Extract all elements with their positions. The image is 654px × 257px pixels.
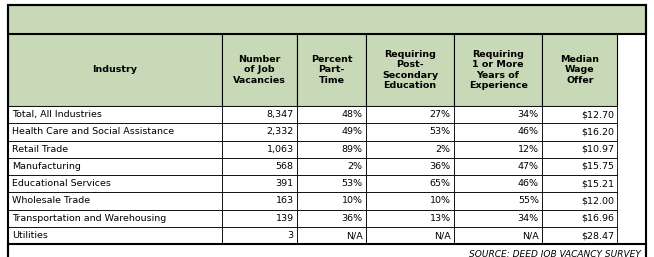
Text: 65%: 65% [430,179,451,188]
Text: Requiring
Post-
Secondary
Education: Requiring Post- Secondary Education [382,50,438,90]
Text: 13%: 13% [430,214,451,223]
Text: N/A: N/A [522,231,539,240]
Text: 8,347: 8,347 [267,110,294,119]
Text: Wholesale Trade: Wholesale Trade [12,197,90,206]
Text: 10%: 10% [430,197,451,206]
Text: $10.97: $10.97 [581,145,614,154]
Text: 3: 3 [288,231,294,240]
Text: TABLE 1. SE MINNESOTA JOB VACANCY RESULTS BY INDUSTRY, 4$^\mathbf{th}$ QTR. 2016: TABLE 1. SE MINNESOTA JOB VACANCY RESULT… [100,12,554,27]
Text: 46%: 46% [518,179,539,188]
Text: 49%: 49% [341,127,363,136]
Text: N/A: N/A [434,231,451,240]
Text: SOURCE: DEED JOB VACANCY SURVEY: SOURCE: DEED JOB VACANCY SURVEY [469,250,641,257]
Text: Median
Wage
Offer: Median Wage Offer [560,55,599,85]
Text: Transportation and Warehousing: Transportation and Warehousing [12,214,166,223]
Text: 139: 139 [275,214,294,223]
Text: 163: 163 [275,197,294,206]
Text: 53%: 53% [341,179,363,188]
Text: $15.75: $15.75 [581,162,614,171]
Text: 2%: 2% [436,145,451,154]
Text: $28.47: $28.47 [581,231,614,240]
Text: 1,063: 1,063 [267,145,294,154]
Text: 36%: 36% [430,162,451,171]
Text: 34%: 34% [518,214,539,223]
Text: Manufacturing: Manufacturing [12,162,80,171]
Text: $16.96: $16.96 [581,214,614,223]
Text: 48%: 48% [341,110,363,119]
Text: 89%: 89% [341,145,363,154]
Text: $15.21: $15.21 [581,179,614,188]
Text: Retail Trade: Retail Trade [12,145,68,154]
Text: 36%: 36% [341,214,363,223]
Text: 27%: 27% [430,110,451,119]
Text: $12.70: $12.70 [581,110,614,119]
Text: 2%: 2% [348,162,363,171]
Text: Industry: Industry [92,66,137,75]
Text: Educational Services: Educational Services [12,179,111,188]
Text: Total, All Industries: Total, All Industries [12,110,101,119]
Text: 568: 568 [276,162,294,171]
Text: Health Care and Social Assistance: Health Care and Social Assistance [12,127,174,136]
Text: $12.00: $12.00 [581,197,614,206]
Text: 53%: 53% [430,127,451,136]
Text: $16.20: $16.20 [581,127,614,136]
Text: 391: 391 [275,179,294,188]
Text: Number
of Job
Vacancies: Number of Job Vacancies [233,55,286,85]
Text: 34%: 34% [518,110,539,119]
Text: 12%: 12% [518,145,539,154]
Text: Requiring
1 or More
Years of
Experience: Requiring 1 or More Years of Experience [469,50,528,90]
Text: 10%: 10% [341,197,363,206]
Text: 47%: 47% [518,162,539,171]
Text: Utilities: Utilities [12,231,48,240]
Text: 46%: 46% [518,127,539,136]
Text: 2,332: 2,332 [266,127,294,136]
Text: N/A: N/A [346,231,363,240]
Text: 55%: 55% [518,197,539,206]
Text: Percent
Part-
Time: Percent Part- Time [311,55,353,85]
